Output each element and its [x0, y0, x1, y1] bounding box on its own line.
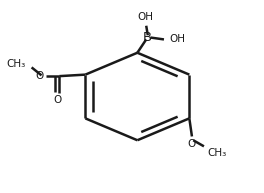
- Text: OH: OH: [170, 34, 186, 44]
- Text: CH₃: CH₃: [208, 148, 227, 158]
- Text: OH: OH: [138, 12, 154, 22]
- Text: O: O: [53, 95, 61, 105]
- Text: O: O: [35, 71, 43, 81]
- Text: CH₃: CH₃: [7, 59, 26, 69]
- Text: O: O: [188, 139, 196, 149]
- Text: B: B: [143, 31, 152, 44]
